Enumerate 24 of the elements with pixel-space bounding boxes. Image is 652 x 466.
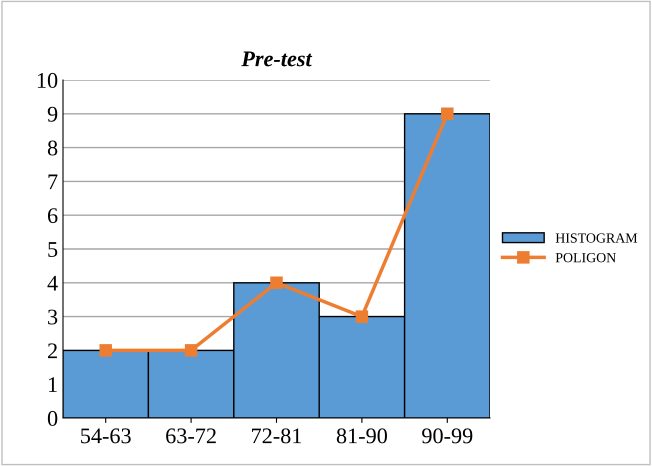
- legend-label: POLIGON: [556, 252, 616, 262]
- chart-title: Pre-test: [241, 52, 312, 66]
- y-tick-label: 5: [48, 242, 58, 257]
- x-tick-label: 63-72: [166, 428, 216, 444]
- y-tick-label: 2: [48, 343, 57, 358]
- y-tick-label: 10: [38, 72, 58, 88]
- point: [270, 276, 283, 290]
- y-tick-label: 0: [48, 410, 58, 426]
- y-tick-label: 1: [48, 377, 57, 392]
- point: [99, 344, 112, 357]
- y-tick-label: 6: [48, 208, 58, 224]
- point: [184, 344, 198, 357]
- y-tick-label: 4: [47, 276, 58, 291]
- y-tick-label: 3: [48, 310, 58, 325]
- point: [441, 108, 454, 120]
- x-tick-label: 90-99: [422, 428, 472, 444]
- y-tick-label: 8: [48, 140, 58, 156]
- x-tick-label: 54-63: [81, 428, 131, 444]
- point: [356, 310, 368, 323]
- x-tick-label: 72-81: [252, 428, 302, 444]
- x-tick-label: 81-90: [336, 428, 387, 444]
- y-tick-label: 7: [48, 174, 58, 190]
- y-tick-label: 9: [48, 106, 58, 122]
- legend-label: HISTOGRAM: [556, 233, 638, 243]
